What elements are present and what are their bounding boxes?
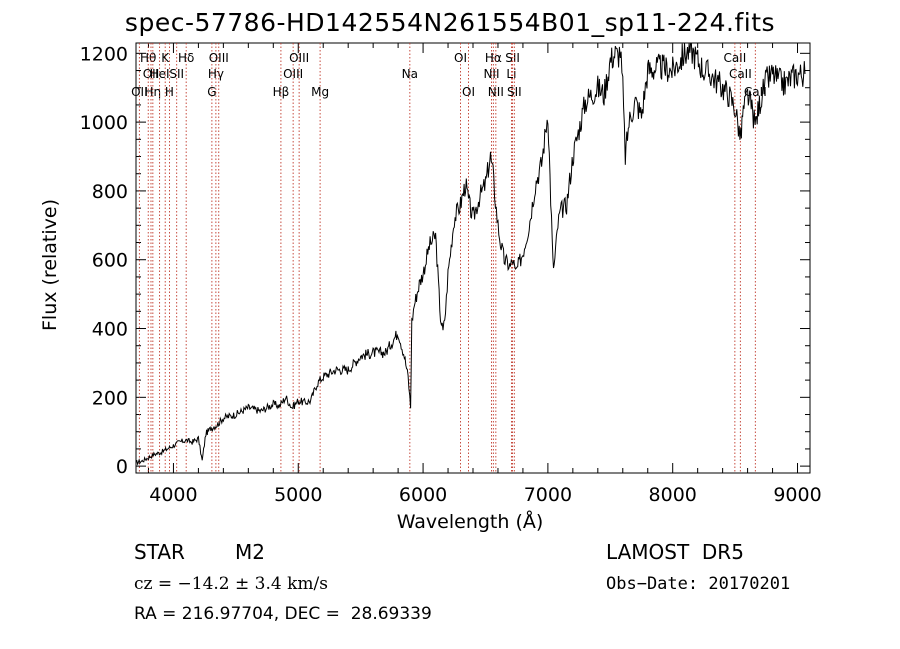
line-marker-label: SII (169, 67, 184, 81)
line-marker-label: K (161, 51, 170, 65)
y-tick-label: 200 (92, 387, 128, 409)
line-markers: OIIHθOIIHηHeIKHSIIHδGHγOIIIHβOIIIOIIIMgN… (131, 43, 767, 473)
obs-date: Obs−Date: 20170201 (606, 574, 791, 594)
chart-title: spec-57786-HD142554N261554B01_sp11-224.f… (124, 8, 776, 37)
y-tick-label: 600 (92, 250, 128, 272)
x-tick-label: 5000 (274, 484, 322, 506)
y-tick-label: 400 (92, 319, 128, 341)
y-tick-label: 800 (92, 181, 128, 203)
line-marker-label: Hθ (140, 51, 156, 65)
x-tick-label: 9000 (773, 484, 821, 506)
plot-frame (135, 42, 811, 474)
line-marker-label: OI (454, 51, 467, 65)
line-marker-label: Hη (145, 85, 162, 99)
y-axis-label: Flux (relative) (39, 199, 61, 331)
line-marker-label: OIII (209, 51, 229, 65)
line-marker-label: OI (462, 85, 475, 99)
line-marker-label: OIII (283, 67, 303, 81)
line-marker-label: SII (507, 85, 522, 99)
x-tick-label: 8000 (649, 484, 697, 506)
y-tick-label: 1200 (80, 43, 128, 65)
line-marker-label: Hγ (208, 67, 224, 81)
line-marker-label: G (207, 85, 216, 99)
object-class: STAR (134, 540, 185, 564)
line-marker-label: Hδ (178, 51, 194, 65)
line-marker-label: HeI (150, 67, 170, 81)
line-marker-label: CaII (723, 51, 746, 65)
cz-value: cz = −14.2 ± 3.4 km/s (134, 574, 328, 594)
y-tick-label: 0 (116, 456, 128, 478)
x-tick-label: 4000 (149, 484, 197, 506)
spectrum-series (135, 42, 806, 466)
line-marker-label: H (165, 85, 174, 99)
line-marker-label: NII (483, 67, 499, 81)
x-tick-label: 7000 (524, 484, 572, 506)
line-marker-label: Na (402, 67, 418, 81)
axes: 4000 5000 6000 7000 8000 9000 0 200 400 600 800 100… (80, 42, 822, 506)
line-marker-label: OII (143, 67, 160, 81)
coordinates: RA = 216.97704, DEC = 28.69339 (134, 604, 432, 624)
survey-name: LAMOST DR5 (606, 540, 744, 564)
x-axis-label: Wavelength (Å) (397, 510, 544, 533)
line-marker-label: NII (488, 85, 504, 99)
line-marker-label: OII (131, 85, 148, 99)
line-marker-label: Hα (485, 51, 502, 65)
line-marker-label: Li (506, 67, 516, 81)
line-marker-label: SII (505, 51, 520, 65)
spectral-subclass: M2 (235, 540, 265, 564)
x-tick-label: 6000 (399, 484, 447, 506)
y-tick-label: 1000 (80, 112, 128, 134)
line-marker-label: OIII (289, 51, 309, 65)
line-marker-label: CaII (729, 67, 752, 81)
line-marker-label: Hβ (273, 85, 290, 99)
line-marker-label: Mg (311, 85, 329, 99)
spectrum-line (135, 42, 806, 466)
